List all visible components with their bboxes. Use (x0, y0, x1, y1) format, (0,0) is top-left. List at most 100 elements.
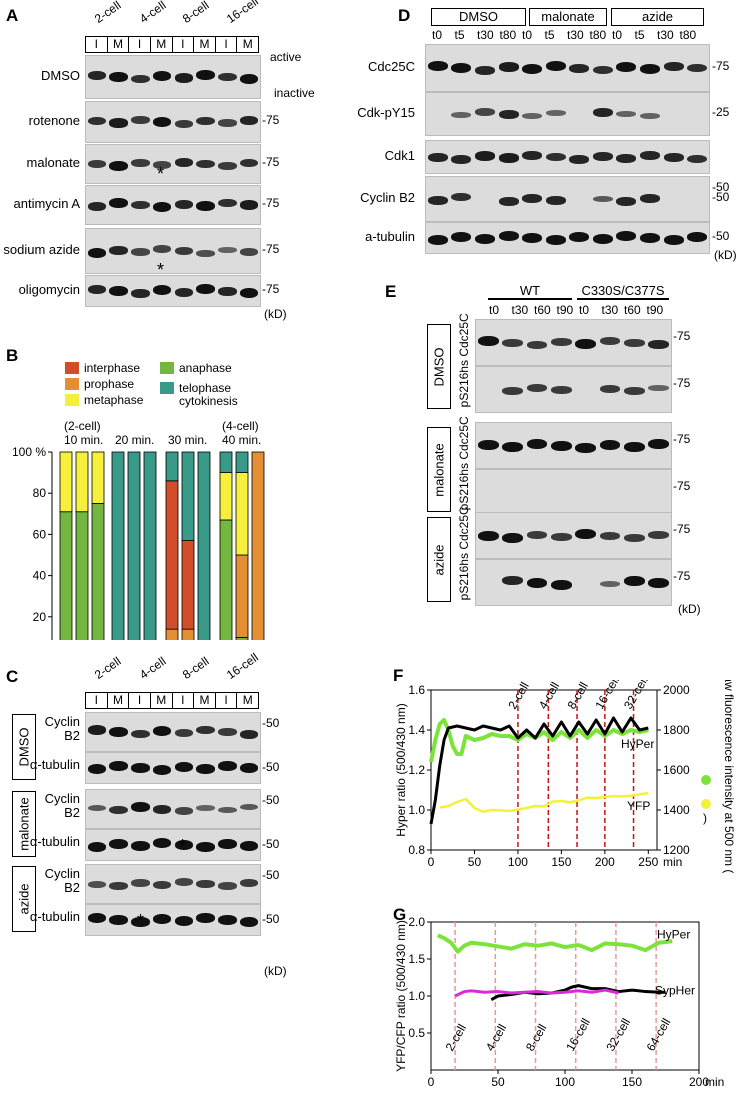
band (663, 235, 684, 245)
band (550, 532, 572, 541)
band (592, 151, 613, 161)
row-label-text: pS216 (457, 475, 471, 511)
band (545, 110, 566, 116)
band (599, 336, 621, 345)
band (131, 917, 150, 927)
panel-a-asterisk-malonate: * (157, 164, 165, 184)
band (109, 805, 128, 815)
bar-segment (91, 503, 105, 640)
timepoint-label: t30 (567, 28, 584, 42)
band (87, 248, 107, 258)
row-label: sodium azide (3, 242, 80, 257)
band (174, 199, 194, 209)
timepoint-label: t5 (544, 28, 555, 42)
band (526, 383, 548, 392)
timepoint-label: t0 (579, 303, 590, 317)
band (239, 74, 259, 84)
plot-frame (430, 689, 658, 851)
division-label: 2-cell (505, 680, 531, 712)
band (174, 120, 194, 128)
division-label: 32-cell (603, 1016, 633, 1054)
row-label-text: pS216 (457, 372, 471, 408)
stage-label: 16-cell (223, 0, 261, 27)
band (152, 71, 172, 81)
bar-segment (59, 511, 73, 640)
division-label: 64-cell (644, 1016, 674, 1054)
band (87, 201, 107, 211)
legend-label: cytokinesis (179, 394, 238, 408)
panel-a-label: A (6, 6, 19, 25)
band (624, 338, 645, 347)
blot-strip (475, 512, 672, 559)
division-label: 8-cell (565, 680, 591, 712)
band (451, 63, 472, 73)
division-label: 32-cell (621, 680, 651, 712)
band (550, 440, 572, 451)
band (474, 234, 495, 244)
cyclin-label: Cyclin B2 (44, 791, 80, 820)
mw-label: -75 (262, 196, 280, 210)
lane-label: I (216, 693, 238, 708)
legend-swatch (65, 362, 79, 374)
band (569, 63, 590, 73)
band (522, 113, 543, 119)
bar-segment (143, 451, 157, 640)
timepoint-label: t0 (522, 28, 533, 42)
group-tab: DMSO (12, 714, 36, 780)
band (477, 439, 499, 450)
y-tick-label: 60 (33, 527, 47, 541)
band (87, 913, 107, 923)
band (451, 112, 472, 118)
timepoint-label: t90 (646, 303, 664, 317)
y-tick-label: 20 (33, 610, 47, 624)
panel-c-asterisk-malonate: * (179, 836, 187, 856)
timepoint-label: t60 (624, 303, 641, 317)
band (640, 150, 661, 160)
lane-label: I (216, 37, 238, 52)
band (477, 335, 499, 346)
blot-strip (425, 222, 710, 254)
mw-label: -75 (262, 113, 280, 127)
tubulin-label: α-tubulin (29, 834, 80, 849)
band (87, 116, 107, 126)
cyclin-label: Cyclin B2 (44, 866, 80, 895)
band (109, 727, 128, 737)
y-axis-label: Hyper ratio (500/430 nm) (394, 703, 408, 836)
mw-label: -75 (673, 376, 691, 390)
band (522, 193, 543, 203)
band (526, 530, 548, 539)
timepoint-label: t90 (556, 303, 574, 317)
band (427, 61, 448, 71)
mw-label: -75 (262, 155, 280, 169)
lane-label: M (151, 693, 173, 708)
band (218, 119, 237, 127)
band (526, 577, 548, 588)
band (174, 247, 194, 255)
bar-segment (219, 451, 233, 474)
bar-segment (127, 451, 141, 640)
x-tick-label: 150 (551, 855, 571, 869)
blot-strip (425, 92, 710, 136)
band (550, 385, 572, 394)
bar-segment (165, 628, 179, 640)
band (87, 880, 107, 888)
band (451, 232, 472, 242)
band (109, 286, 128, 296)
legend-swatch (65, 394, 79, 406)
y2-tick-label: 2000 (663, 683, 690, 697)
timepoint-label: t80 (679, 28, 697, 42)
band (663, 61, 684, 71)
band (87, 764, 107, 774)
lane-label: M (242, 693, 253, 707)
y-axis-label: YFP/CFP ratio (500/430 nm) (394, 920, 408, 1072)
row-label: hs Cdc25C (455, 416, 473, 475)
band (599, 580, 621, 587)
band (174, 840, 194, 850)
y-tick-label: 0.5 (408, 1026, 425, 1040)
x-tick-label: 200 (595, 855, 615, 869)
bar-segment (235, 451, 249, 474)
band (616, 231, 637, 241)
band (239, 729, 259, 739)
y-tick-label: 1.4 (408, 723, 425, 737)
band (239, 288, 259, 298)
